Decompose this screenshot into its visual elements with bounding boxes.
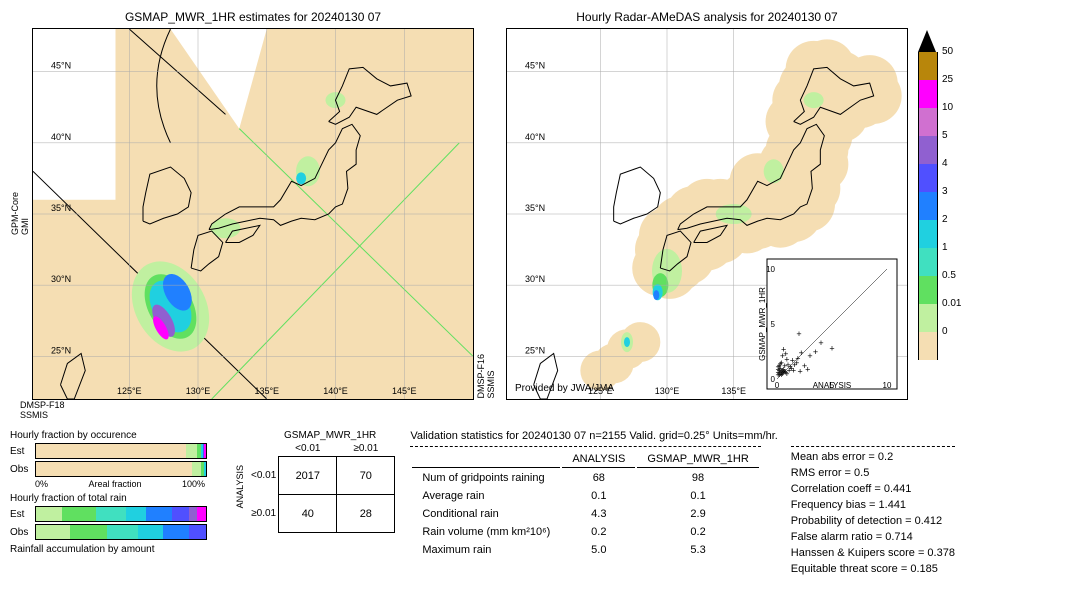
- swath-label-1: GPM-CoreGMI: [10, 192, 30, 235]
- cont-col-title: GSMAP_MWR_1HR: [265, 430, 395, 441]
- svg-text:GSMAP_MWR_1HR: GSMAP_MWR_1HR: [758, 287, 767, 361]
- svg-text:0: 0: [775, 381, 780, 390]
- svg-text:5: 5: [771, 320, 776, 329]
- svg-text:135°E: 135°E: [254, 386, 279, 396]
- fraction-panel: Hourly fraction by occurence EstObs 0% A…: [10, 430, 220, 557]
- map-right-panel: Hourly Radar-AMeDAS analysis for 2024013…: [506, 10, 908, 420]
- svg-text:40°N: 40°N: [525, 132, 545, 142]
- accum-title: Rainfall accumulation by amount: [10, 544, 220, 555]
- cont-cell-10: 40: [279, 495, 337, 533]
- svg-text:145°E: 145°E: [392, 386, 417, 396]
- svg-text:10: 10: [766, 265, 775, 274]
- map-right-title: Hourly Radar-AMeDAS analysis for 2024013…: [506, 10, 908, 24]
- contingency-panel: GSMAP_MWR_1HR ANALYSIS <0.01≥0.01 <0.01 …: [235, 430, 395, 533]
- svg-text:140°E: 140°E: [323, 386, 348, 396]
- map-left-panel: GSMAP_MWR_1HR estimates for 20240130 07 …: [10, 10, 496, 420]
- svg-text:+: +: [807, 351, 812, 361]
- stats-panel: Validation statistics for 20240130 07 n=…: [410, 430, 1070, 577]
- svg-text:+: +: [795, 353, 800, 363]
- svg-text:25°N: 25°N: [525, 345, 545, 355]
- bottom-row: Hourly fraction by occurence EstObs 0% A…: [10, 430, 1070, 577]
- svg-text:125°E: 125°E: [117, 386, 142, 396]
- svg-text:125°E: 125°E: [588, 386, 613, 396]
- cont-cell-00: 2017: [279, 457, 337, 495]
- stats-left: ANALYSISGSMAP_MWR_1HRNum of gridpoints r…: [410, 446, 760, 577]
- colorbar: 502510543210.50.010: [918, 30, 961, 420]
- svg-text:+: +: [796, 329, 801, 339]
- cont-cell-01: 70: [337, 457, 395, 495]
- svg-text:+: +: [779, 358, 784, 368]
- cont-cell-11: 28: [337, 495, 395, 533]
- svg-text:135°E: 135°E: [721, 386, 746, 396]
- svg-text:45°N: 45°N: [525, 61, 545, 71]
- contingency-table: <0.01≥0.01 <0.01 2017 70 ≥0.01 40 28: [249, 441, 395, 533]
- map-left: 125°E 130°E 135°E 140°E 145°E 25°N 30°N 35°N 40°…: [32, 28, 474, 400]
- svg-text:130°E: 130°E: [655, 386, 680, 396]
- map-left-below-label: DMSP-F18SSMIS: [20, 400, 496, 420]
- occ-axis: 0% Areal fraction 100%: [35, 479, 205, 489]
- stats-title: Validation statistics for 20240130 07 n=…: [410, 430, 1070, 442]
- stats-right: Mean abs error = 0.2RMS error = 0.5Corre…: [791, 446, 955, 577]
- svg-text:+: +: [789, 363, 794, 373]
- svg-text:ANALYSIS: ANALYSIS: [813, 381, 852, 390]
- map-right: Provided by JWA/JMA125°E130°E135°E25°N30…: [506, 28, 908, 400]
- top-row: GSMAP_MWR_1HR estimates for 20240130 07 …: [10, 10, 1070, 420]
- svg-text:10: 10: [883, 381, 892, 390]
- svg-text:+: +: [813, 347, 818, 357]
- svg-text:+: +: [818, 338, 823, 348]
- swath-label-2: DMSP-F16SSMIS: [476, 354, 496, 399]
- svg-text:+: +: [829, 344, 834, 354]
- svg-text:130°E: 130°E: [186, 386, 211, 396]
- tot-title: Hourly fraction of total rain: [10, 493, 220, 504]
- svg-text:25°N: 25°N: [51, 345, 71, 355]
- svg-text:+: +: [781, 345, 786, 355]
- occ-title: Hourly fraction by occurence: [10, 430, 220, 441]
- svg-text:+: +: [805, 364, 810, 374]
- svg-text:30°N: 30°N: [525, 274, 545, 284]
- svg-text:40°N: 40°N: [51, 132, 71, 142]
- svg-text:30°N: 30°N: [51, 274, 71, 284]
- map-left-title: GSMAP_MWR_1HR estimates for 20240130 07: [10, 10, 496, 24]
- cont-row-title: ANALYSIS: [235, 465, 245, 508]
- svg-text:45°N: 45°N: [51, 61, 71, 71]
- svg-text:35°N: 35°N: [51, 203, 71, 213]
- svg-text:35°N: 35°N: [525, 203, 545, 213]
